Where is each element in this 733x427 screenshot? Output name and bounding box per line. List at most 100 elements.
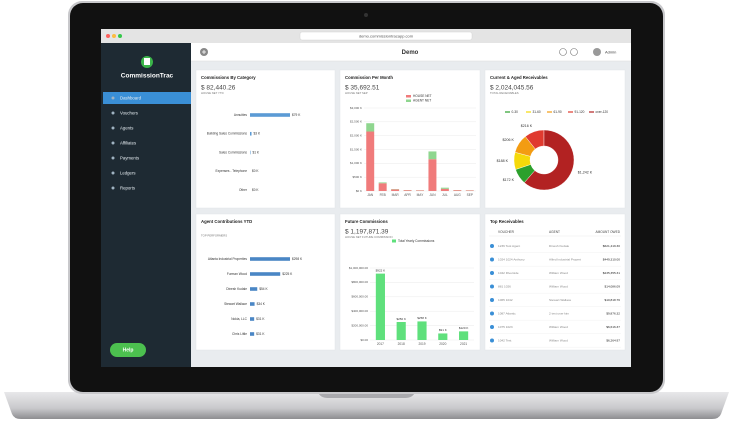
window-maximize[interactable] bbox=[118, 34, 122, 38]
value-label: $34 K bbox=[257, 302, 266, 306]
panel-subtitle: HOUSE NET SEP bbox=[345, 91, 368, 95]
x-tick-label: 2018 bbox=[398, 342, 405, 346]
column-header: AGENT bbox=[549, 230, 560, 234]
table-cell: Allied Industrial Propert bbox=[549, 257, 581, 261]
y-tick-label: $2,500 K bbox=[350, 120, 362, 124]
row-icon[interactable] bbox=[490, 284, 494, 289]
y-tick-label: $0 K bbox=[356, 189, 362, 193]
page-title: Demo bbox=[402, 50, 419, 56]
laptop-base bbox=[4, 392, 729, 419]
category-label: Sales Commissions bbox=[219, 150, 247, 154]
url-bar[interactable] bbox=[299, 31, 473, 41]
x-tick-label: JUL bbox=[442, 193, 448, 197]
value-label: $250 K bbox=[396, 317, 406, 321]
legend-label: HOUSE NET bbox=[413, 94, 432, 98]
row-icon[interactable] bbox=[490, 244, 494, 248]
legend-swatch bbox=[406, 95, 411, 98]
panel-total: $ 2,024,045.56 bbox=[490, 85, 534, 92]
table-cell: William Wood bbox=[549, 284, 568, 288]
legend-label: 0-30 bbox=[512, 110, 519, 114]
legend-swatch bbox=[392, 239, 396, 243]
x-tick-label: APR bbox=[404, 193, 411, 197]
bar-segment bbox=[416, 190, 424, 191]
nav-item[interactable]: Reports bbox=[120, 185, 135, 190]
table-cell: 1042 Test bbox=[498, 338, 511, 342]
nav-item[interactable]: Payments bbox=[120, 155, 139, 160]
window-close[interactable] bbox=[106, 34, 110, 38]
y-tick-label: $1,500 K bbox=[350, 147, 362, 151]
category-label: Building Sales Commissions bbox=[207, 132, 248, 136]
legend-label: 61-90 bbox=[554, 110, 562, 114]
row-icon[interactable] bbox=[490, 257, 494, 262]
nav-active bbox=[103, 92, 191, 104]
table-cell: $6,264.97 bbox=[606, 338, 620, 342]
bar bbox=[250, 272, 281, 276]
settings-icon[interactable] bbox=[570, 48, 578, 56]
bar-segment bbox=[440, 188, 449, 191]
panel-subtitle: HOUSE NET YTD bbox=[201, 91, 224, 95]
value-label: $298 K bbox=[292, 257, 303, 261]
nav-item[interactable]: Ledgers bbox=[120, 170, 136, 175]
row-icon[interactable] bbox=[490, 271, 494, 275]
column-header: AMOUNT OWED bbox=[595, 230, 620, 234]
table-cell: $10,818.76 bbox=[605, 298, 621, 302]
nav-item[interactable]: Agents bbox=[120, 125, 133, 130]
table-cell: William Wood bbox=[549, 338, 568, 342]
user-name[interactable]: Admin bbox=[605, 50, 616, 55]
panel bbox=[339, 213, 481, 351]
panel-subtitle: TOTAL RECEIVABLES bbox=[490, 91, 519, 95]
table-cell: 1065 1042 bbox=[498, 298, 513, 302]
x-tick-label: 2019 bbox=[418, 342, 425, 346]
table-cell: $9,876.32 bbox=[606, 311, 620, 315]
bar-segment bbox=[428, 159, 437, 191]
help-button[interactable] bbox=[110, 343, 146, 357]
value-label: $54 K bbox=[259, 287, 268, 291]
help-text: Help bbox=[123, 348, 134, 354]
nav-icon bbox=[111, 111, 115, 115]
panel-total: $ 35,692.51 bbox=[345, 85, 380, 92]
table-cell: 1236 Test Agent bbox=[498, 244, 520, 248]
x-tick-label: SEP bbox=[467, 193, 473, 197]
value-label: $79 K bbox=[292, 113, 301, 117]
table-cell: $235,355.31 bbox=[603, 271, 620, 275]
panel-title: Top Receivables bbox=[490, 219, 524, 224]
row-icon[interactable] bbox=[490, 325, 494, 329]
bar bbox=[250, 113, 290, 117]
value-label: $31 K bbox=[256, 317, 265, 321]
value-label: $0 K bbox=[252, 188, 259, 192]
row-icon[interactable] bbox=[490, 311, 494, 316]
logo-glyph bbox=[144, 58, 150, 65]
value-label: $0 K bbox=[252, 169, 259, 173]
bar bbox=[459, 331, 469, 340]
value-label: $206 K bbox=[503, 138, 515, 142]
x-tick-label: AUG bbox=[454, 193, 461, 197]
bar bbox=[417, 321, 427, 340]
window-minimize[interactable] bbox=[112, 34, 116, 38]
bar-segment bbox=[366, 131, 375, 191]
nav-item[interactable]: Affiliates bbox=[120, 140, 136, 145]
table-cell: $6,616.37 bbox=[606, 325, 620, 329]
bar bbox=[250, 332, 255, 336]
table-cell: 1075 1023 bbox=[498, 325, 513, 329]
legend-label: 91-120 bbox=[575, 110, 585, 114]
nav-item[interactable]: Dashboard bbox=[120, 95, 142, 100]
row-icon[interactable] bbox=[490, 298, 494, 302]
legend-label: 31-60 bbox=[533, 110, 541, 114]
bar-segment bbox=[465, 190, 474, 191]
panel-title: Agent Contributions YTD bbox=[201, 219, 252, 224]
legend-swatch bbox=[406, 99, 411, 102]
panel-title: Commissions By Category bbox=[201, 75, 256, 80]
y-tick-label: $500 K bbox=[352, 175, 362, 179]
category-label: Chris Little bbox=[232, 332, 247, 336]
nav-item[interactable]: Vouchers bbox=[120, 110, 138, 115]
help-icon[interactable] bbox=[559, 48, 567, 56]
y-tick-label: $1,000,000.00 bbox=[349, 266, 369, 270]
row-icon[interactable] bbox=[490, 338, 494, 343]
avatar[interactable] bbox=[593, 48, 601, 56]
panel bbox=[484, 213, 626, 351]
nav-icon bbox=[111, 156, 115, 160]
column-header: VOUCHER bbox=[498, 230, 515, 234]
bar bbox=[250, 287, 258, 291]
panel bbox=[339, 69, 481, 209]
